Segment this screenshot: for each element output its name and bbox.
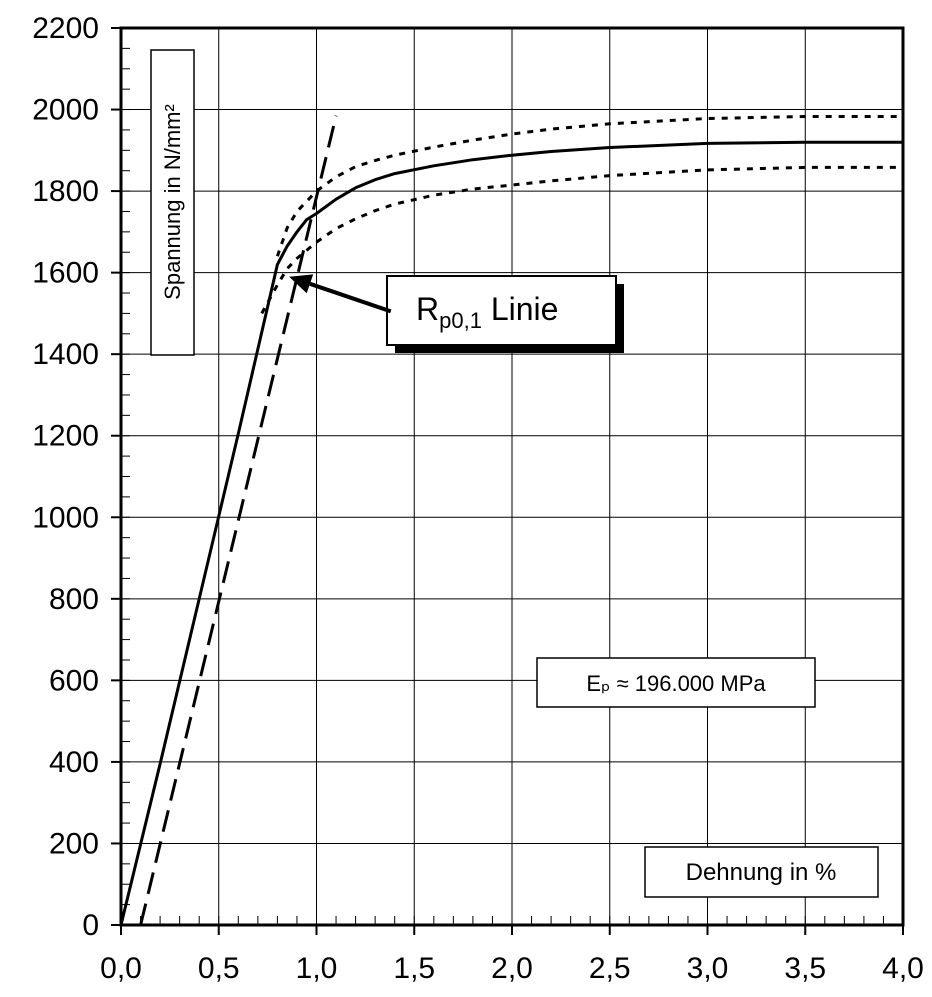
x-tick-label: 1,5 (393, 952, 435, 985)
arrow-head (289, 274, 314, 294)
rp-label-main: R (416, 291, 439, 327)
y-tick-label: 1000 (32, 501, 99, 534)
x-tick-label: 2,5 (589, 952, 631, 985)
x-tick-label: 3,0 (687, 952, 729, 985)
x-tick-label: 0,0 (100, 952, 142, 985)
grid-lines (111, 27, 904, 935)
y-axis-label: Spannung in N/mm² (160, 104, 185, 300)
y-tick-labels: 0 200 400 600 800 1000 1200 1400 1600 1800 2000 220… (32, 12, 99, 942)
y-tick-label: 200 (49, 827, 99, 860)
y-tick-label: 400 (49, 746, 99, 779)
y-tick-label: 2000 (32, 94, 99, 127)
rp-label: Rp0,1 Linie (416, 291, 558, 333)
modulus-label: Eₚ ≈ 196.000 MPa (586, 671, 766, 696)
rp-label-sub: p0,1 (439, 308, 482, 333)
rp-annotation-arrow (289, 274, 392, 314)
y-tick-label: 1800 (32, 175, 99, 208)
x-tick-label: 0,5 (198, 952, 240, 985)
y-tick-label: 0 (82, 909, 99, 942)
x-tick-label: 2,0 (491, 952, 533, 985)
x-tick-label: 4,0 (882, 952, 924, 985)
y-tick-label: 800 (49, 583, 99, 616)
modulus-label-box: Eₚ ≈ 196.000 MPa (536, 657, 816, 708)
series-dotted-line-1 (275, 115, 903, 257)
series-dashed-line-3 (139, 115, 338, 926)
x-tick-label: 1,0 (296, 952, 338, 985)
arrow-shaft (309, 281, 392, 314)
rp-label-suffix: Linie (482, 291, 559, 327)
minor-ticks (121, 47, 884, 925)
y-axis-label-box: Spannung in N/mm² (150, 49, 195, 356)
x-axis-label: Dehnung in % (686, 859, 837, 886)
chart-series (119, 115, 903, 926)
y-tick-label: 2200 (32, 12, 99, 45)
x-tick-label: 3,5 (784, 952, 826, 985)
rp-label-box: Rp0,1 Linie (386, 275, 624, 353)
x-tick-labels: 0,0 0,5 1,0 1,5 2,0 2,5 3,0 3,5 4,0 (100, 952, 924, 985)
x-axis-label-box: Dehnung in % (644, 846, 879, 898)
y-tick-label: 1400 (32, 338, 99, 371)
y-tick-label: 600 (49, 664, 99, 697)
plot-frame (119, 26, 905, 927)
y-tick-label: 1200 (32, 420, 99, 453)
y-tick-label: 1600 (32, 257, 99, 290)
series-solid-line-0 (119, 140, 903, 926)
